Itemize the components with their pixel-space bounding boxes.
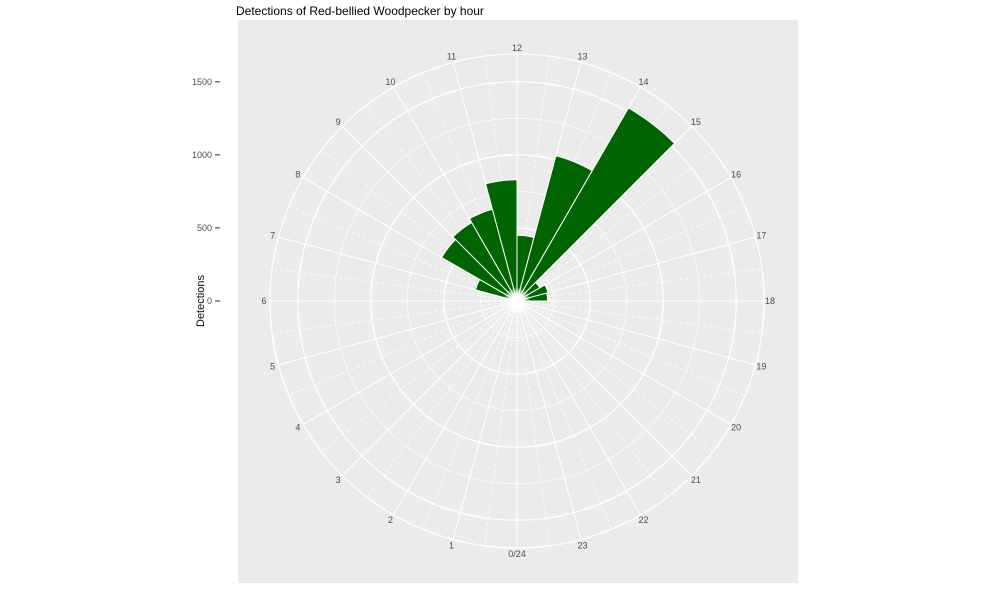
grid-spoke-minor-2 <box>366 311 509 498</box>
hour-label-18: 18 <box>765 296 775 306</box>
hour-label-5: 5 <box>270 362 275 372</box>
hour-label-7: 7 <box>270 231 275 241</box>
hour-label-15: 15 <box>691 117 701 127</box>
center-glare <box>503 287 531 315</box>
grid-spoke-minor-21 <box>525 311 668 498</box>
grid-spoke-minor-22 <box>521 313 612 530</box>
grid-spoke-hour-23 <box>516 300 582 540</box>
grid-spoke-minor-16 <box>529 206 746 297</box>
hour-label-4: 4 <box>295 423 300 433</box>
hour-label-8: 8 <box>295 170 300 180</box>
hour-label-17: 17 <box>756 231 766 241</box>
grid-spoke-minor-3 <box>320 309 507 452</box>
hour-label-14: 14 <box>638 77 648 87</box>
hour-label-19: 19 <box>756 362 766 372</box>
grid-spoke-hour-2 <box>393 300 518 516</box>
hour-label-1: 1 <box>449 540 454 550</box>
hour-label-10: 10 <box>385 77 395 87</box>
grid-spoke-hour-21 <box>516 300 693 477</box>
radial-tick-label-1000: 1000 <box>192 150 212 160</box>
hour-label-23: 23 <box>577 540 587 550</box>
grid-spoke-hour-16 <box>516 177 732 302</box>
hour-label-22: 22 <box>638 515 648 525</box>
bar-hour-14 <box>516 107 676 302</box>
grid-spoke-minor-20 <box>527 309 714 452</box>
grid-spoke-minor-6 <box>272 268 504 300</box>
hour-label-20: 20 <box>731 423 741 433</box>
hour-label-11: 11 <box>447 52 456 62</box>
grid-spoke-minor-17 <box>530 268 762 300</box>
grid-spoke-minor-5 <box>272 302 504 334</box>
hour-label-2: 2 <box>388 515 393 525</box>
grid-spoke-minor-19 <box>529 305 746 396</box>
grid-spoke-hour-4 <box>302 300 518 425</box>
radial-tick-label-500: 500 <box>197 223 212 233</box>
grid-spoke-minor-15 <box>527 150 714 293</box>
grid-spoke-hour-17 <box>516 236 756 302</box>
hour-label-0: 0/24 <box>508 549 526 559</box>
grid-spoke-hour-19 <box>516 300 756 366</box>
grid-spoke-minor-1 <box>422 313 513 530</box>
bar-hour-11 <box>484 179 518 302</box>
grid-spoke-hour-20 <box>516 300 732 425</box>
hour-label-9: 9 <box>336 117 341 127</box>
chart-title: Detections of Red-bellied Woodpecker by … <box>236 4 484 18</box>
grid-spoke-hour-3 <box>341 300 518 477</box>
grid-spoke-minor-18 <box>530 302 762 334</box>
grid-spoke-minor-7 <box>288 206 505 297</box>
grid-spoke-hour-22 <box>516 300 641 516</box>
hour-label-3: 3 <box>336 475 341 485</box>
grid-spoke-minor-23 <box>518 314 550 546</box>
hour-label-16: 16 <box>731 170 741 180</box>
hour-label-6: 6 <box>261 296 266 306</box>
grid-spoke-minor-4 <box>288 305 505 396</box>
hour-label-12: 12 <box>512 43 522 53</box>
hour-label-21: 21 <box>691 475 701 485</box>
grid-spoke-hour-1 <box>452 300 518 540</box>
radial-tick-label-1500: 1500 <box>192 77 212 87</box>
grid-spoke-hour-5 <box>278 300 518 366</box>
grid-spoke-minor-0 <box>484 314 516 546</box>
hour-label-13: 13 <box>577 52 587 62</box>
radial-tick-label-0: 0 <box>207 296 212 306</box>
